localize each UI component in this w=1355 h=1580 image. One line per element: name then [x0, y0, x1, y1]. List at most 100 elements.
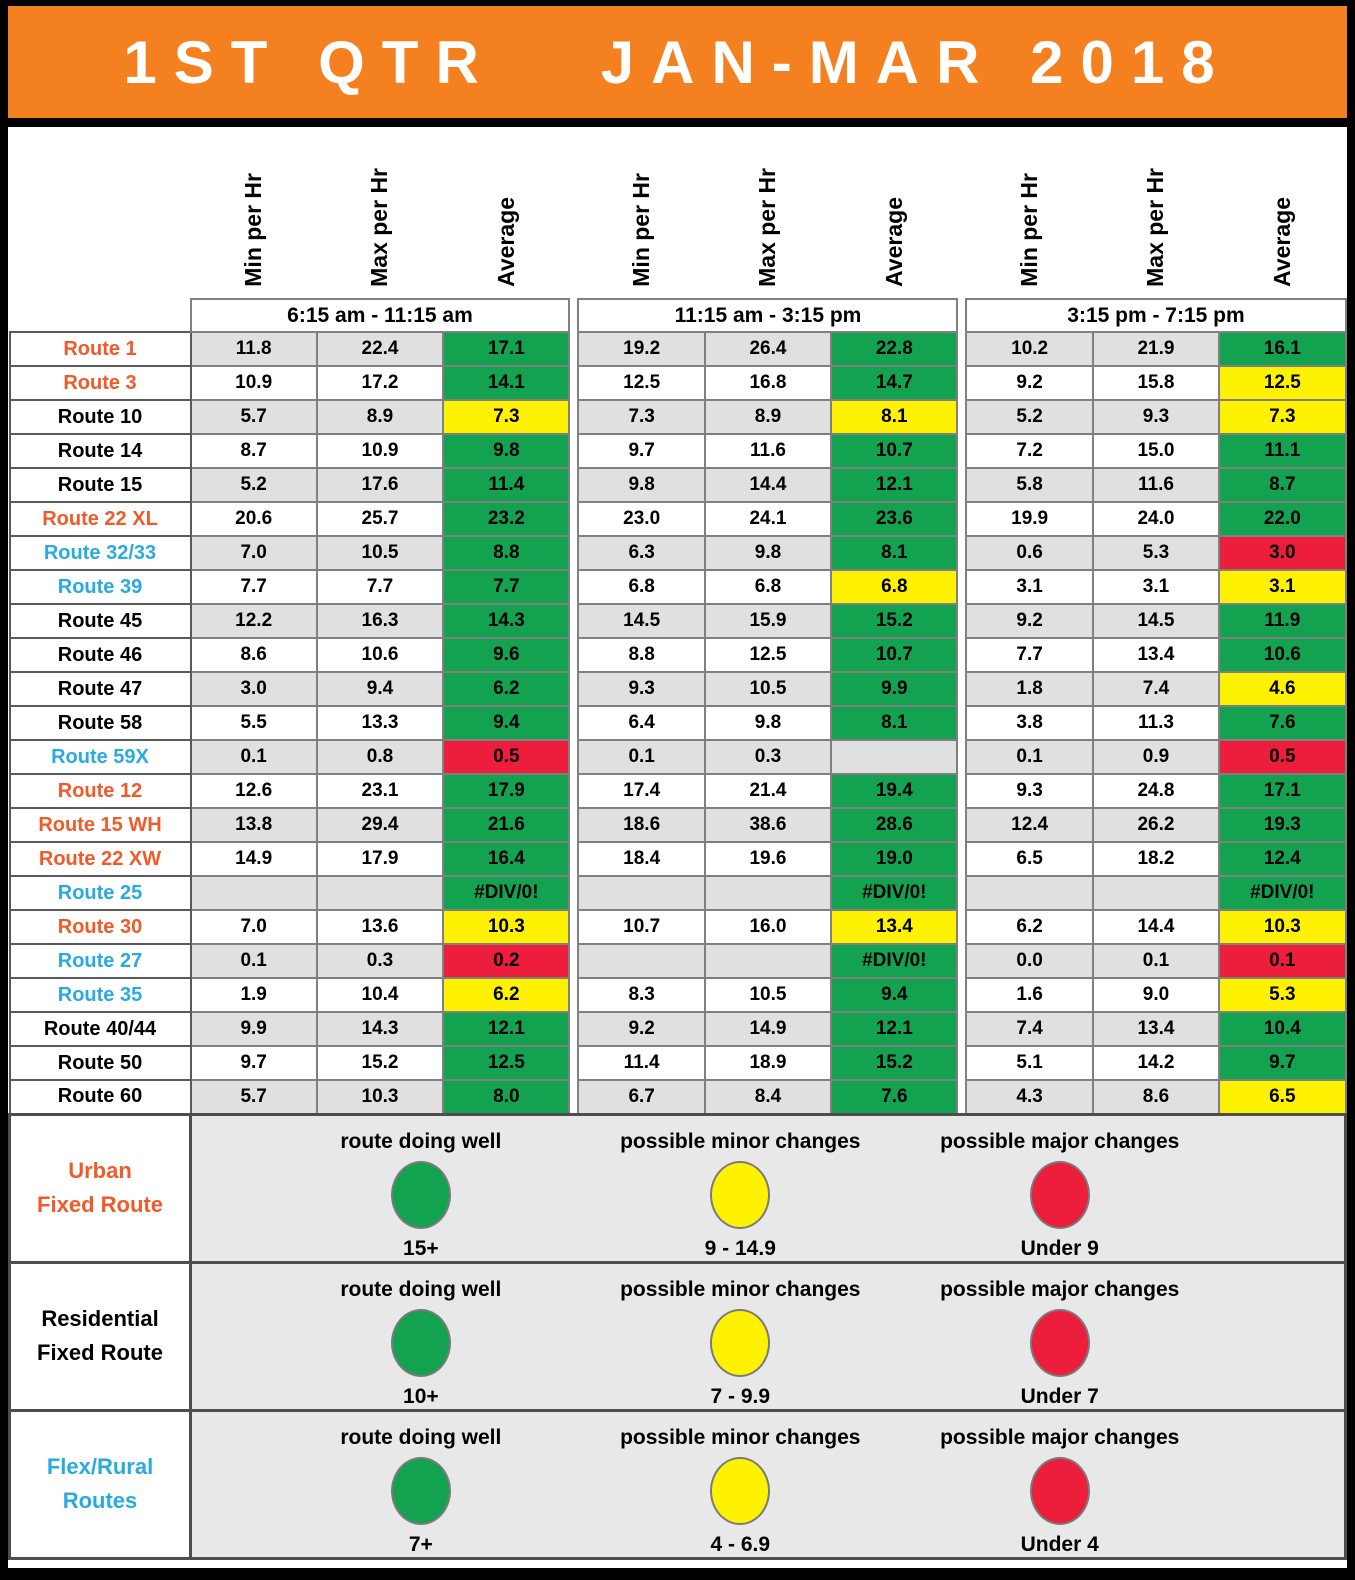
- average-cell: 10.3: [442, 909, 571, 945]
- value-cell: 14.5: [577, 603, 706, 639]
- average-cell: 11.1: [1218, 433, 1347, 469]
- average-cell: 8.1: [830, 535, 959, 571]
- value-cell: 0.1: [189, 739, 318, 775]
- value-cell: 7.4: [1091, 671, 1221, 707]
- average-cell: 3.1: [1218, 569, 1347, 605]
- column-gap: [569, 876, 579, 910]
- column-gap: [569, 638, 579, 672]
- column-gap: [569, 1080, 579, 1114]
- value-cell: 24.0: [1091, 501, 1221, 537]
- value-cell: 10.9: [189, 365, 318, 401]
- route-name: Route 22 XL: [8, 501, 192, 537]
- value-cell: 12.6: [189, 773, 318, 809]
- table-row: Route 14 8.7 10.9 9.8 9.7 11.6 10.7 7.2 15.0 11.1: [8, 433, 1347, 469]
- table-row: Route 32/33 7.0 10.5 8.8 6.3 9.8 8.1 0.6 5.3 3.0: [8, 535, 1347, 571]
- column-gap: [569, 570, 579, 604]
- average-cell: 17.1: [1218, 773, 1347, 809]
- average-cell: 19.0: [830, 841, 959, 877]
- legend-section: Urban Fixed Route route doing well 15+ possi…: [8, 1112, 1347, 1560]
- table-row: Route 45 12.2 16.3 14.3 14.5 15.9 15.2 9.2 14.5 1…: [8, 603, 1347, 639]
- value-cell: 29.4: [315, 807, 445, 843]
- value-cell: 8.8: [577, 637, 706, 673]
- column-gap: [569, 536, 579, 570]
- legend-row: Flex/Rural Routes route doing well 7+ possib…: [8, 1408, 1347, 1560]
- red-status-dot-icon: [1029, 1308, 1090, 1377]
- column-gap: [569, 978, 579, 1012]
- value-cell: 3.1: [1091, 569, 1221, 605]
- legend-item-title: route doing well: [340, 1129, 502, 1153]
- value-cell: 0.1: [1091, 943, 1221, 979]
- value-cell: 7.3: [577, 399, 706, 435]
- average-cell: 10.4: [1218, 1011, 1347, 1047]
- value-cell: 17.9: [315, 841, 445, 877]
- value-cell: 12.2: [189, 603, 318, 639]
- route-name: Route 14: [8, 433, 192, 469]
- value-cell: 6.7: [577, 1079, 706, 1115]
- value-cell: 17.4: [577, 773, 706, 809]
- metric-label-average: Average: [880, 197, 907, 287]
- value-cell: 10.7: [577, 909, 706, 945]
- value-cell: 0.3: [703, 739, 833, 775]
- quarter-title: 1ST QTR: [123, 28, 496, 96]
- value-cell: [1091, 875, 1221, 911]
- value-cell: 16.8: [703, 365, 833, 401]
- metric-label-max: Max per Hr: [754, 168, 781, 287]
- legend-item-range: 7 - 9.9: [710, 1384, 771, 1408]
- value-cell: 10.9: [315, 433, 445, 469]
- table-row: Route 27 0.1 0.3 0.2 #DIV/0! 0.0 0.1 0.1: [8, 943, 1347, 979]
- metric-label-max: Max per Hr: [1142, 168, 1169, 287]
- value-cell: 13.4: [1091, 637, 1221, 673]
- average-cell: 19.3: [1218, 807, 1347, 843]
- average-cell: 16.1: [1218, 331, 1347, 367]
- average-cell: 7.3: [442, 399, 571, 435]
- value-cell: 6.8: [703, 569, 833, 605]
- value-cell: 0.9: [1091, 739, 1221, 775]
- column-gap: [957, 638, 967, 672]
- column-gap: [569, 604, 579, 638]
- value-cell: 24.1: [703, 501, 833, 537]
- table-row: Route 60 5.7 10.3 8.0 6.7 8.4 7.6 4.3 8.6 6.5: [8, 1079, 1347, 1115]
- column-gap: [957, 536, 967, 570]
- average-cell: 15.2: [830, 603, 959, 639]
- value-cell: [965, 875, 1094, 911]
- average-cell: 22.0: [1218, 501, 1347, 537]
- green-status-dot-icon: [390, 1160, 451, 1229]
- column-gap: [569, 774, 579, 808]
- column-gap: [957, 672, 967, 706]
- value-cell: 13.3: [315, 705, 445, 741]
- average-cell: 17.9: [442, 773, 571, 809]
- column-gap: [957, 299, 967, 332]
- value-cell: 9.3: [1091, 399, 1221, 435]
- value-cell: 9.4: [315, 671, 445, 707]
- route-name: Route 10: [8, 399, 192, 435]
- column-gap: [569, 502, 579, 536]
- red-status-dot-icon: [1029, 1160, 1090, 1229]
- value-cell: 10.3: [315, 1079, 445, 1115]
- average-cell: 8.7: [1218, 467, 1347, 503]
- route-name: Route 15: [8, 467, 192, 503]
- value-cell: 3.0: [189, 671, 318, 707]
- legend-item-title: possible minor changes: [620, 1425, 861, 1449]
- period-midday: 11:15 am - 3:15 pm: [577, 298, 959, 333]
- table-row: Route 58 5.5 13.3 9.4 6.4 9.8 8.1 3.8 11.3 7.6: [8, 705, 1347, 741]
- legend-category-label: Flex/Rural Routes: [8, 1408, 192, 1560]
- column-gap: [957, 978, 967, 1012]
- value-cell: 19.9: [965, 501, 1094, 537]
- value-cell: 9.3: [965, 773, 1094, 809]
- value-cell: 8.9: [703, 399, 833, 435]
- value-cell: 8.4: [703, 1079, 833, 1115]
- metric-label-average: Average: [492, 197, 519, 287]
- legend-item: possible minor changes 7 - 9.9: [581, 1278, 900, 1409]
- value-cell: 22.4: [315, 331, 445, 367]
- average-cell: 17.1: [442, 331, 571, 367]
- green-status-dot-icon: [390, 1456, 451, 1525]
- average-cell: 9.4: [830, 977, 959, 1013]
- value-cell: 9.0: [1091, 977, 1221, 1013]
- legend-item: possible major changes Under 4: [900, 1426, 1219, 1557]
- legend-category-label: Urban Fixed Route: [8, 1112, 192, 1264]
- column-gap: [569, 706, 579, 740]
- value-cell: 18.6: [577, 807, 706, 843]
- average-cell: 7.6: [830, 1079, 959, 1115]
- route-name: Route 40/44: [8, 1011, 192, 1047]
- legend-item-range: 9 - 14.9: [704, 1236, 776, 1260]
